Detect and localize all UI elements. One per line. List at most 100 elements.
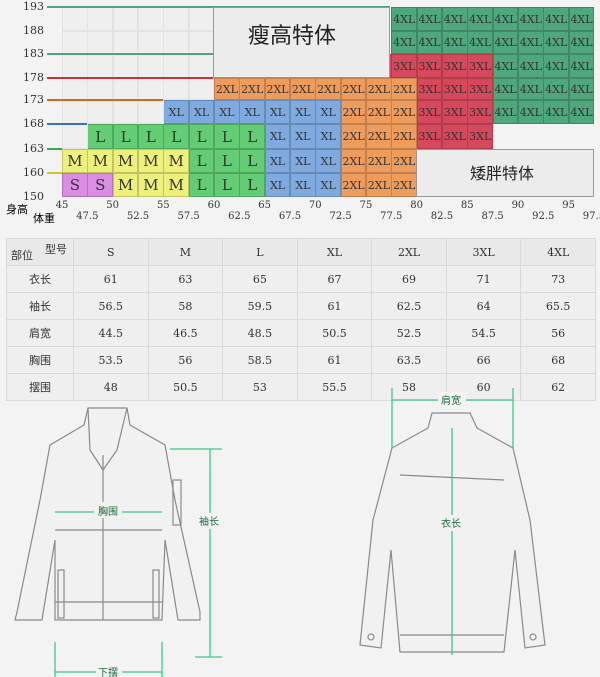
- measurement-value: 66: [445, 346, 522, 374]
- empty-cell: [188, 31, 215, 54]
- height-tick-label: 178: [23, 71, 44, 84]
- measurement-value: 50.5: [147, 373, 224, 401]
- measurement-value: 61: [296, 346, 373, 374]
- empty-cell: [87, 7, 114, 31]
- empty-cell: [62, 31, 88, 54]
- size-cell-m: M: [112, 149, 139, 173]
- size-cell-2xl: 2XL: [391, 149, 418, 173]
- measurement-value: 53: [222, 373, 298, 401]
- size-cell-2xl: 2XL: [391, 173, 418, 197]
- table-header-row: 型号 部位 S M L XL 2XL 3XL 4XL: [6, 238, 596, 266]
- measurement-value: 46.5: [147, 319, 224, 347]
- measurement-value: 54.5: [445, 319, 522, 347]
- size-cell-m: M: [112, 173, 139, 197]
- measurement-value: 52.5: [371, 319, 447, 347]
- size-cell-4xl: 4XL: [441, 31, 468, 54]
- measurement-value: 48.5: [222, 319, 298, 347]
- size-cell-2xl: 2XL: [315, 78, 342, 100]
- size-cell-xl: XL: [289, 100, 316, 124]
- size-cell-xl: XL: [264, 173, 291, 197]
- size-cell-2xl: 2XL: [239, 78, 266, 100]
- weight-tick-label: 72.5: [329, 211, 352, 222]
- measurement-value: 62.5: [371, 292, 447, 320]
- size-cell-l: L: [213, 149, 240, 173]
- size-cell-xl: XL: [315, 173, 342, 197]
- weight-tick-label: 75: [359, 200, 373, 211]
- size-cell-s: S: [62, 173, 88, 197]
- size-cell-s: S: [87, 173, 114, 197]
- weight-tick-label: 65: [258, 200, 271, 211]
- size-cell-l: L: [188, 173, 215, 197]
- size-cell-3xl: 3XL: [467, 78, 494, 100]
- height-guide-line: [47, 99, 163, 101]
- measurement-value: 48: [73, 373, 149, 401]
- empty-cell: [137, 78, 164, 100]
- height-tick-label: 183: [23, 47, 44, 60]
- size-cell-xl: XL: [264, 149, 291, 173]
- size-cell-xl: XL: [163, 100, 190, 124]
- size-cell-4xl: 4XL: [568, 54, 595, 78]
- size-cell-4xl: 4XL: [543, 54, 570, 78]
- size-cell-4xl: 4XL: [543, 31, 570, 54]
- tall-slim-label: 瘦高特体: [248, 24, 337, 49]
- size-cell-l: L: [239, 149, 266, 173]
- shoulder-label: 肩宽: [441, 394, 461, 407]
- size-cell-xl: XL: [213, 100, 240, 124]
- measurement-value: 61: [296, 292, 373, 320]
- size-cell-2xl: 2XL: [340, 173, 367, 197]
- empty-cell: [87, 54, 114, 78]
- empty-cell: [188, 78, 215, 100]
- empty-cell: [163, 54, 190, 78]
- size-cell-3xl: 3XL: [416, 124, 443, 149]
- size-cell-3xl: 3XL: [441, 124, 468, 149]
- size-cell-4xl: 4XL: [492, 78, 519, 100]
- height-tick-label: 150: [23, 190, 44, 203]
- size-cell-l: L: [239, 124, 266, 149]
- size-cell-l: L: [239, 173, 266, 197]
- size-column-header: 4XL: [520, 238, 596, 266]
- size-cell-2xl: 2XL: [340, 100, 367, 124]
- size-cell-l: L: [112, 124, 139, 149]
- size-column-header: S: [73, 238, 149, 266]
- size-cell-l: L: [137, 124, 164, 149]
- size-column-header: XL: [296, 238, 373, 266]
- size-cell-2xl: 2XL: [391, 124, 418, 149]
- size-cell-4xl: 4XL: [568, 7, 595, 31]
- empty-cell: [163, 7, 190, 31]
- tall-slim-region: [213, 7, 390, 78]
- size-cell-xl: XL: [289, 149, 316, 173]
- size-cell-2xl: 2XL: [289, 78, 316, 100]
- size-cell-3xl: 3XL: [467, 100, 494, 124]
- size-cell-3xl: 3XL: [441, 54, 468, 78]
- size-cell-4xl: 4XL: [391, 7, 418, 31]
- weight-axis-label: 体重: [33, 212, 55, 225]
- size-cell-m: M: [163, 149, 190, 173]
- corner-part-label: 部位: [11, 249, 33, 262]
- size-cell-2xl: 2XL: [213, 78, 240, 100]
- size-cell-l: L: [188, 124, 215, 149]
- measurement-value: 63.5: [371, 346, 447, 374]
- size-cell-m: M: [87, 149, 114, 173]
- size-cell-xl: XL: [315, 149, 342, 173]
- measurement-value: 69: [371, 265, 447, 293]
- measurement-value: 63: [147, 265, 224, 293]
- size-cell-m: M: [137, 173, 164, 197]
- size-cell-2xl: 2XL: [365, 100, 392, 124]
- height-axis-label: 身高: [6, 203, 28, 216]
- height-tick-label: 168: [23, 117, 44, 130]
- empty-cell: [137, 7, 164, 31]
- weight-tick-label: 97.5: [582, 211, 600, 222]
- empty-cell: [137, 31, 164, 54]
- size-cell-m: M: [137, 149, 164, 173]
- measurement-value: 58.5: [222, 346, 298, 374]
- corner-size-label: 型号: [45, 243, 67, 256]
- size-cell-4xl: 4XL: [568, 100, 595, 124]
- size-cell-3xl: 3XL: [416, 54, 443, 78]
- size-cell-xl: XL: [239, 100, 266, 124]
- size-cell-4xl: 4XL: [416, 7, 443, 31]
- weight-tick-label: 62.5: [228, 211, 251, 222]
- size-cell-xl: XL: [315, 124, 342, 149]
- weight-tick-label: 80: [410, 200, 423, 211]
- size-cell-4xl: 4XL: [517, 100, 544, 124]
- empty-cell: [62, 54, 88, 78]
